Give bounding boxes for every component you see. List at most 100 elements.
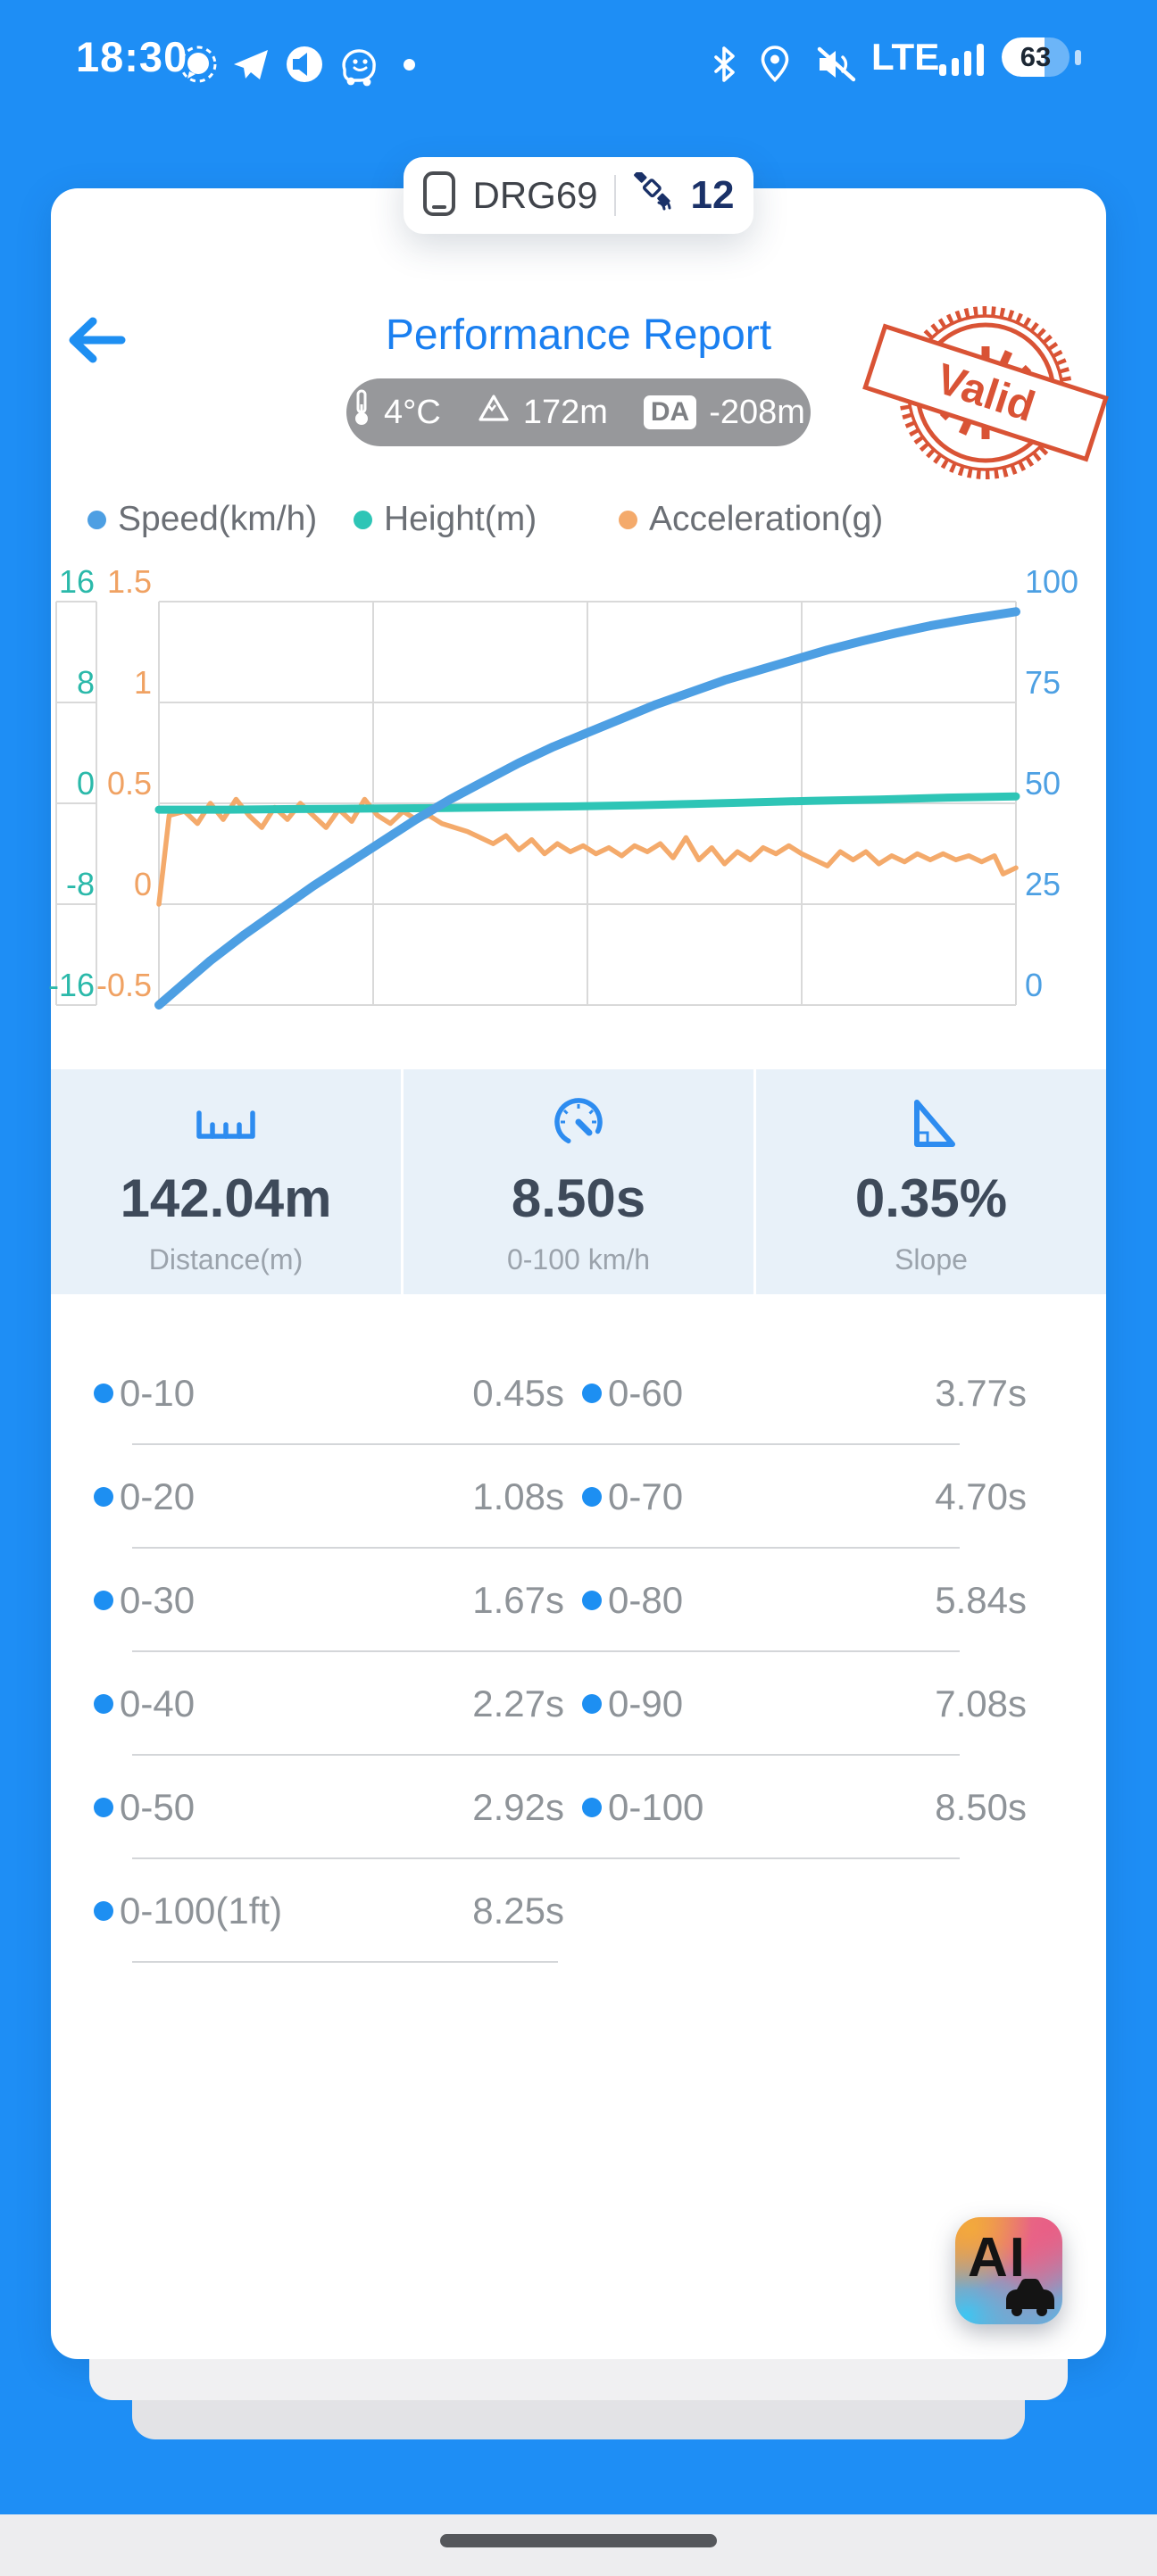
back-arrow-icon bbox=[69, 317, 126, 363]
chart-series bbox=[154, 607, 1020, 1010]
speed-axis-labels: 100 75 50 25 0 bbox=[1025, 563, 1078, 1003]
svg-text:-8: -8 bbox=[66, 866, 95, 902]
density-altitude-badge: DA bbox=[643, 395, 697, 429]
svg-text:1: 1 bbox=[134, 664, 152, 701]
svg-text:8: 8 bbox=[77, 664, 95, 701]
split-label: 0-70 bbox=[608, 1475, 684, 1517]
svg-text:1.5: 1.5 bbox=[107, 563, 152, 600]
split-value: 8.25s bbox=[472, 1890, 564, 1932]
zero-to-hundred-label: 0-100 km/h bbox=[506, 1243, 651, 1276]
series-line-height bbox=[154, 792, 1020, 814]
height-axis-labels: 16 8 0 -8 -16 bbox=[48, 563, 95, 1003]
split-label: 0-100(1ft) bbox=[120, 1890, 283, 1932]
bullet-icon bbox=[582, 1694, 602, 1714]
device-name: DRG69 bbox=[472, 174, 598, 216]
summary-stats: 142.04m Distance(m) 8.50s 0-100 km/h 0.3… bbox=[51, 1069, 1106, 1294]
device-status-pill[interactable]: DRG69 12 bbox=[404, 157, 753, 234]
battery-cap bbox=[1075, 50, 1081, 65]
split-label: 0-40 bbox=[120, 1683, 196, 1724]
ai-assistant-button[interactable]: AI bbox=[955, 2217, 1062, 2324]
pill-divider bbox=[613, 175, 616, 216]
bullet-icon bbox=[94, 1384, 113, 1403]
svg-text:75: 75 bbox=[1025, 664, 1061, 701]
svg-text:100: 100 bbox=[1025, 563, 1078, 600]
split-label: 0-60 bbox=[608, 1372, 684, 1414]
accel-legend-label: Acceleration(g) bbox=[649, 500, 884, 538]
stat-slope: 0.35% Slope bbox=[753, 1069, 1106, 1294]
height-axis-strip bbox=[55, 601, 97, 1006]
split-row: 0-40 2.27s 0-90 7.08s bbox=[89, 1652, 1045, 1756]
svg-text:25: 25 bbox=[1025, 866, 1061, 902]
ai-label: AI bbox=[968, 2227, 1027, 2289]
svg-text:50: 50 bbox=[1025, 765, 1061, 802]
split-value: 2.27s bbox=[472, 1683, 564, 1724]
split-value: 7.08s bbox=[935, 1683, 1027, 1724]
distance-value: 142.04m bbox=[120, 1168, 332, 1228]
battery-indicator: 63 bbox=[1002, 37, 1070, 77]
split-label: 0-50 bbox=[120, 1786, 196, 1828]
legend-item-speed: Speed(km/h) bbox=[87, 500, 317, 539]
row-divider bbox=[132, 1650, 960, 1652]
split-times-list: 0-10 0.45s 0-60 3.77s 0-20 1.08s 0-70 4.… bbox=[89, 1342, 1045, 1963]
signal-strength-icon bbox=[939, 41, 993, 81]
split-label: 0-10 bbox=[120, 1372, 196, 1414]
location-icon bbox=[759, 45, 791, 88]
home-indicator[interactable] bbox=[440, 2534, 717, 2547]
svg-text:-16: -16 bbox=[48, 967, 95, 1003]
split-row: 0-10 0.45s 0-60 3.77s bbox=[89, 1342, 1045, 1445]
bullet-icon bbox=[94, 1798, 113, 1817]
split-row: 0-50 2.92s 0-100 8.50s bbox=[89, 1756, 1045, 1859]
height-legend-dot bbox=[354, 510, 372, 529]
bullet-icon bbox=[94, 1591, 113, 1610]
density-altitude-value: -208m bbox=[709, 393, 805, 431]
slope-label: Slope bbox=[895, 1243, 968, 1276]
split-row: 0-30 1.67s 0-80 5.84s bbox=[89, 1549, 1045, 1652]
network-type-label: LTE bbox=[871, 36, 940, 78]
bullet-icon bbox=[94, 1694, 113, 1714]
signal-app-icon bbox=[179, 45, 220, 90]
series-line-speed bbox=[154, 607, 1020, 1010]
back-button[interactable] bbox=[62, 311, 129, 370]
speed-legend-label: Speed(km/h) bbox=[118, 500, 318, 538]
stat-zero-to-hundred: 8.50s 0-100 km/h bbox=[401, 1069, 753, 1294]
svg-text:0.5: 0.5 bbox=[107, 765, 152, 802]
distance-label: Distance(m) bbox=[148, 1243, 304, 1276]
temperature-value: 4°C bbox=[384, 393, 441, 431]
svg-text:0: 0 bbox=[1025, 967, 1043, 1003]
notification-dot-icon bbox=[404, 59, 415, 71]
speed-legend-dot bbox=[87, 510, 106, 529]
legend-item-accel: Acceleration(g) bbox=[619, 500, 883, 539]
svg-text:0: 0 bbox=[77, 765, 95, 802]
split-value: 5.84s bbox=[935, 1579, 1027, 1621]
zero-to-hundred-value: 8.50s bbox=[511, 1168, 646, 1228]
performance-chart: 16 8 0 -8 -16 1.5 1 0.5 0 -0.5 100 75 50… bbox=[36, 563, 1107, 1035]
mute-icon bbox=[814, 45, 859, 88]
card-stack-layer-1 bbox=[89, 2359, 1068, 2400]
series-line-accel bbox=[156, 796, 1019, 907]
svg-text:0: 0 bbox=[134, 866, 152, 902]
split-value: 8.50s bbox=[935, 1786, 1027, 1828]
legend-item-height: Height(m) bbox=[354, 500, 537, 539]
split-label: 0-100 bbox=[608, 1786, 704, 1828]
row-divider bbox=[132, 1857, 960, 1859]
speedometer-icon bbox=[549, 1093, 608, 1155]
split-label: 0-30 bbox=[120, 1579, 196, 1621]
status-bar: 18:30 bbox=[0, 0, 1157, 107]
accel-axis-labels: 1.5 1 0.5 0 -0.5 bbox=[96, 563, 152, 1003]
split-row: 0-20 1.08s 0-70 4.70s bbox=[89, 1445, 1045, 1549]
battery-fill bbox=[1002, 37, 1045, 77]
bluetooth-icon bbox=[711, 45, 739, 88]
satellite-icon bbox=[632, 169, 675, 220]
split-row: 0-100(1ft) 8.25s bbox=[89, 1859, 1045, 1963]
bullet-icon bbox=[94, 1487, 113, 1507]
split-value: 2.92s bbox=[472, 1786, 564, 1828]
media-speaker-icon bbox=[284, 45, 325, 90]
svg-text:16: 16 bbox=[59, 563, 95, 600]
slope-icon bbox=[902, 1093, 961, 1155]
waze-icon bbox=[337, 45, 380, 92]
page-title: Performance Report bbox=[385, 312, 772, 359]
telegram-icon bbox=[230, 45, 271, 90]
bullet-icon bbox=[582, 1487, 602, 1507]
row-divider bbox=[132, 1547, 960, 1549]
altitude-icon bbox=[477, 393, 511, 432]
